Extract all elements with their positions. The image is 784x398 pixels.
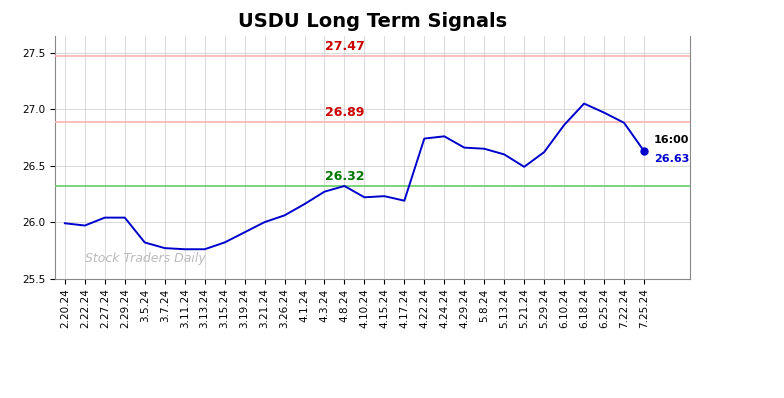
- Point: [637, 148, 650, 154]
- Text: 26.89: 26.89: [325, 106, 364, 119]
- Text: 27.47: 27.47: [325, 41, 365, 53]
- Text: Stock Traders Daily: Stock Traders Daily: [85, 252, 205, 265]
- Text: 26.32: 26.32: [325, 170, 365, 183]
- Text: 16:00: 16:00: [654, 135, 689, 145]
- Text: 26.63: 26.63: [654, 154, 689, 164]
- Title: USDU Long Term Signals: USDU Long Term Signals: [238, 12, 507, 31]
